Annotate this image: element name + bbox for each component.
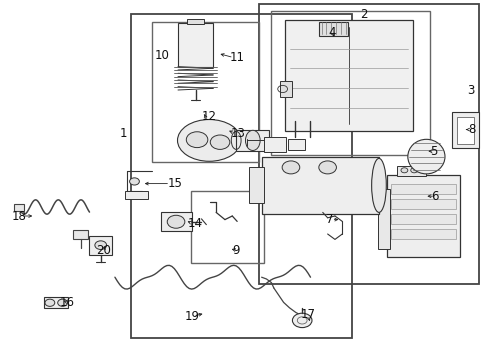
Bar <box>131 14 351 338</box>
Bar <box>89 236 112 255</box>
Circle shape <box>400 168 407 173</box>
Bar <box>386 175 459 257</box>
Circle shape <box>129 178 139 185</box>
Text: 14: 14 <box>188 217 203 230</box>
Bar <box>73 230 88 239</box>
Bar <box>390 199 455 209</box>
Text: 20: 20 <box>96 244 111 257</box>
Bar <box>390 184 455 194</box>
Text: 19: 19 <box>184 310 199 323</box>
Circle shape <box>45 299 55 306</box>
Bar <box>124 191 148 199</box>
Text: 5: 5 <box>429 145 437 158</box>
Bar <box>178 23 213 67</box>
Bar <box>190 191 264 263</box>
Text: 3: 3 <box>466 84 474 96</box>
Bar <box>451 112 478 148</box>
Bar <box>390 214 455 224</box>
Text: 4: 4 <box>328 26 336 39</box>
Ellipse shape <box>177 120 241 161</box>
Text: 13: 13 <box>230 127 244 140</box>
Circle shape <box>410 168 417 173</box>
Circle shape <box>292 313 311 328</box>
Bar <box>285 20 412 131</box>
Circle shape <box>318 161 336 174</box>
Text: 12: 12 <box>202 111 216 123</box>
Bar <box>264 137 285 152</box>
Text: 11: 11 <box>229 51 244 64</box>
Bar <box>14 204 24 211</box>
Bar <box>280 81 292 97</box>
Circle shape <box>282 161 299 174</box>
Bar <box>44 297 68 308</box>
Bar <box>319 22 348 36</box>
Bar <box>186 19 204 24</box>
Bar <box>261 157 378 214</box>
Ellipse shape <box>407 139 444 174</box>
Circle shape <box>167 215 184 228</box>
Text: 1: 1 <box>120 127 127 140</box>
Text: 16: 16 <box>60 296 75 309</box>
Bar <box>456 117 473 144</box>
Bar <box>236 130 269 151</box>
Text: 8: 8 <box>467 123 475 136</box>
Circle shape <box>210 135 229 149</box>
Text: 18: 18 <box>12 210 27 222</box>
Text: 9: 9 <box>232 244 240 257</box>
Circle shape <box>58 299 67 306</box>
Bar <box>259 4 478 284</box>
Bar <box>161 212 191 231</box>
Text: 2: 2 <box>360 8 367 21</box>
Bar <box>377 189 389 249</box>
Circle shape <box>95 241 106 249</box>
Bar <box>151 22 259 162</box>
Bar <box>396 166 426 176</box>
Bar <box>390 229 455 239</box>
Bar <box>271 11 429 155</box>
Text: 15: 15 <box>167 177 182 190</box>
Text: 6: 6 <box>430 190 438 203</box>
Ellipse shape <box>371 158 386 212</box>
Circle shape <box>186 132 207 148</box>
Text: 17: 17 <box>300 309 315 321</box>
Ellipse shape <box>245 130 260 150</box>
Bar <box>287 139 304 150</box>
Text: 7: 7 <box>325 213 333 226</box>
Bar <box>249 167 264 203</box>
Text: 10: 10 <box>155 49 169 62</box>
